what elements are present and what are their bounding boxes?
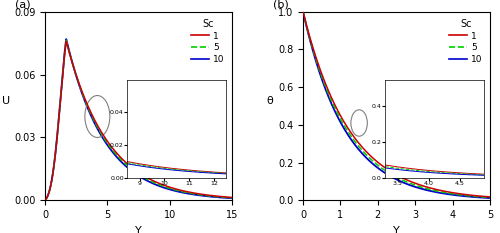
Text: (b): (b): [273, 0, 289, 10]
X-axis label: Y: Y: [393, 226, 400, 233]
Y-axis label: θ: θ: [266, 96, 273, 106]
Legend: 1, 5, 10: 1, 5, 10: [446, 16, 486, 67]
Text: (a): (a): [15, 0, 30, 10]
Y-axis label: U: U: [2, 96, 10, 106]
X-axis label: Y: Y: [135, 226, 142, 233]
Legend: 1, 5, 10: 1, 5, 10: [188, 16, 228, 67]
